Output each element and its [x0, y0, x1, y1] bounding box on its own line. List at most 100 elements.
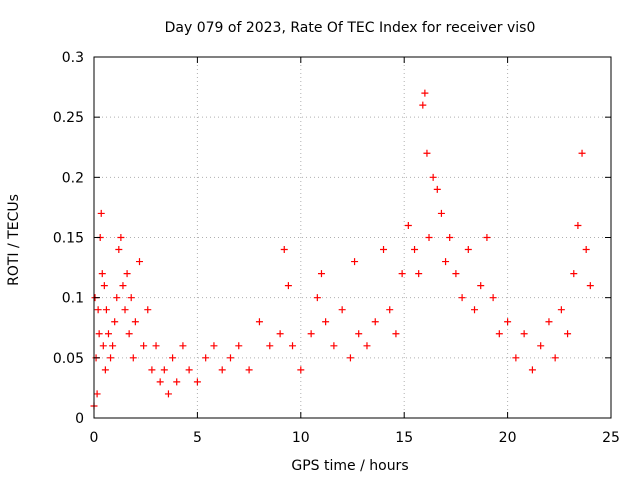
data-point	[235, 342, 243, 350]
data-point	[93, 390, 101, 398]
data-point	[512, 354, 520, 362]
y-tick-label: 0.2	[62, 170, 84, 186]
data-point	[586, 282, 594, 290]
data-point	[322, 318, 330, 326]
data-point	[115, 246, 123, 254]
data-point	[284, 282, 292, 290]
data-point	[504, 318, 512, 326]
data-point	[570, 270, 578, 278]
data-point	[483, 234, 491, 241]
data-point	[464, 246, 472, 254]
data-point	[380, 246, 388, 254]
data-point	[276, 330, 284, 338]
data-point	[135, 258, 143, 266]
y-tick-label: 0.15	[53, 231, 84, 247]
y-axis-label: ROTI / TECUs	[6, 194, 22, 286]
data-point	[338, 306, 346, 314]
y-tick-label: 0.3	[62, 50, 84, 66]
data-point	[95, 330, 103, 338]
data-point	[169, 354, 177, 362]
data-point	[411, 246, 419, 254]
data-point	[446, 234, 454, 241]
plot-frame	[93, 56, 612, 419]
data-point	[202, 354, 210, 362]
data-point	[313, 294, 321, 302]
data-point	[425, 234, 433, 241]
data-point	[452, 270, 460, 278]
data-point	[415, 270, 423, 278]
data-point	[152, 342, 160, 350]
data-point	[423, 149, 431, 157]
data-point	[127, 294, 135, 302]
data-point	[495, 330, 503, 338]
tick-labels: 0 5 10 15 20 25 0 0.05 0.1 0.15 0.2 0.25 0.3	[53, 50, 620, 446]
data-point	[111, 318, 119, 326]
data-point	[99, 342, 107, 350]
data-point	[386, 306, 394, 314]
data-point	[121, 306, 129, 314]
data-point	[160, 366, 168, 374]
data-point	[226, 354, 234, 362]
data-point	[537, 342, 545, 350]
data-point	[107, 354, 115, 362]
data-point	[489, 294, 497, 302]
x-tick-label: 0	[90, 430, 99, 446]
axis-ticks	[93, 56, 612, 419]
data-point	[419, 101, 427, 109]
x-tick-label: 20	[499, 430, 517, 446]
data-point	[520, 330, 528, 338]
data-point	[398, 270, 406, 278]
data-point	[148, 366, 156, 374]
data-point	[371, 318, 379, 326]
data-point	[102, 306, 110, 314]
data-point	[578, 149, 586, 157]
data-point	[173, 378, 181, 386]
data-point	[551, 354, 559, 362]
y-tick-label: 0.05	[53, 351, 84, 367]
data-point	[280, 246, 288, 254]
data-point	[437, 209, 445, 217]
data-point	[100, 282, 108, 290]
data-point	[131, 318, 139, 326]
data-point	[179, 342, 187, 350]
data-point	[528, 366, 536, 374]
data-point	[317, 270, 325, 278]
data-point	[144, 306, 152, 314]
data-point	[355, 330, 363, 338]
data-point	[363, 342, 371, 350]
data-points	[90, 89, 594, 410]
data-point	[98, 270, 106, 278]
data-point	[330, 342, 338, 350]
data-point	[193, 378, 201, 386]
data-point	[101, 366, 109, 374]
data-point	[218, 366, 226, 374]
data-point	[545, 318, 553, 326]
data-point	[433, 185, 441, 193]
y-tick-label: 0.1	[62, 291, 84, 307]
data-point	[429, 173, 437, 181]
data-point	[125, 330, 133, 338]
data-point	[564, 330, 572, 338]
data-point	[123, 270, 131, 278]
data-point	[574, 221, 582, 229]
data-point	[119, 282, 127, 290]
y-tick-label: 0	[75, 411, 84, 427]
chart-title: Day 079 of 2023, Rate Of TEC Index for r…	[165, 20, 536, 36]
x-tick-label: 15	[395, 430, 413, 446]
data-point	[129, 354, 137, 362]
data-point	[94, 306, 102, 314]
data-point	[255, 318, 263, 326]
x-axis-label: GPS time / hours	[291, 458, 408, 474]
x-tick-label: 5	[193, 430, 202, 446]
data-point	[289, 342, 297, 350]
data-point	[442, 258, 450, 266]
data-point	[477, 282, 485, 290]
data-point	[297, 366, 305, 374]
x-tick-label: 25	[602, 430, 620, 446]
data-point	[346, 354, 354, 362]
data-point	[421, 89, 429, 97]
data-point	[185, 366, 193, 374]
data-point	[351, 258, 359, 266]
